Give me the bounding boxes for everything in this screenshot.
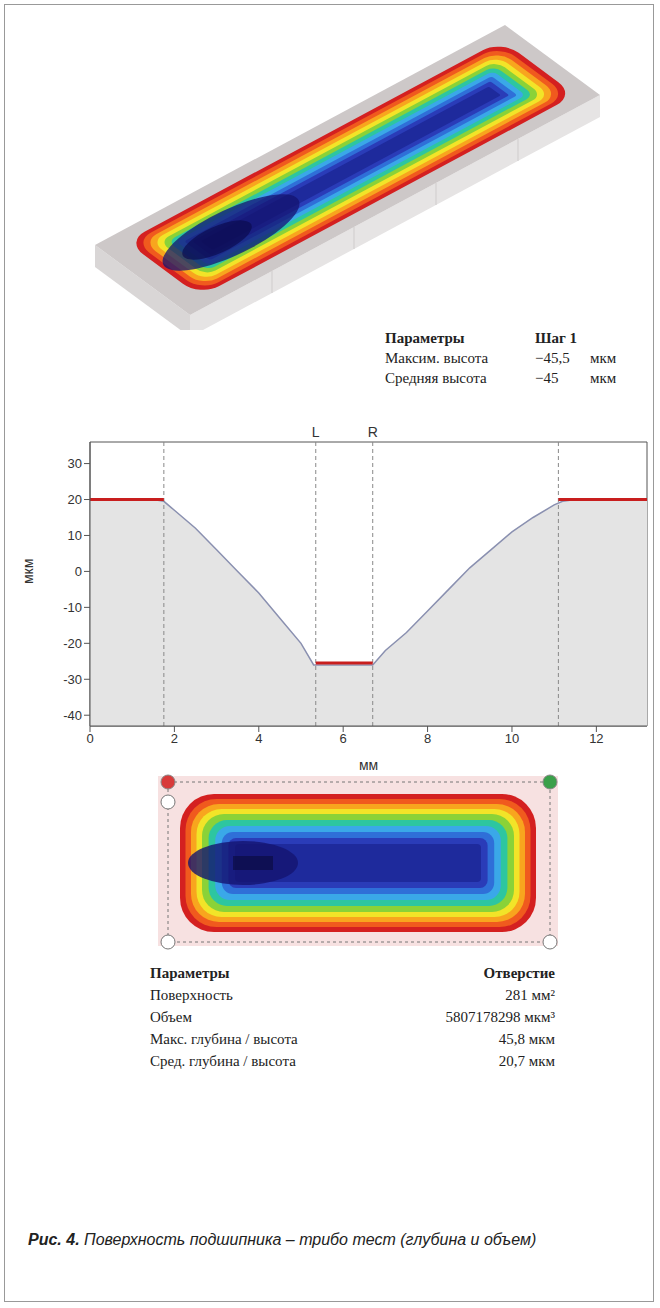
- svg-text:30: 30: [68, 456, 82, 471]
- html-text:20,7 мкм: 20,7 мкм: [498, 1053, 555, 1069]
- svg-text:6: 6: [340, 731, 347, 746]
- svg-text:-30: -30: [63, 672, 82, 687]
- html-text:281 мм²: 281 мм²: [505, 987, 555, 1003]
- svg-text:мкм: мкм: [20, 559, 36, 584]
- svg-text:R: R: [368, 424, 378, 440]
- html-text:45,8 мкм: 45,8 мкм: [498, 1031, 555, 1047]
- svg-text:-20: -20: [63, 636, 82, 651]
- svg-text:0: 0: [75, 564, 82, 579]
- html-text:Объем: Объем: [150, 1009, 192, 1025]
- html-text:Отверстие: Отверстие: [483, 965, 555, 981]
- html-text:Максим. высота: Максим. высота: [385, 350, 489, 366]
- svg-text:20: 20: [68, 492, 82, 507]
- svg-text:-10: -10: [63, 600, 82, 615]
- html-text:−45: −45: [535, 370, 559, 386]
- svg-text:8: 8: [424, 731, 431, 746]
- html-text:мкм: мкм: [590, 350, 617, 366]
- svg-text:10: 10: [68, 528, 82, 543]
- svg-text:мм: мм: [359, 757, 378, 773]
- html-text:Параметры: Параметры: [385, 330, 465, 346]
- svg-text:L: L: [312, 424, 320, 440]
- html-text:Сред. глубина / высота: Сред. глубина / высота: [150, 1053, 296, 1069]
- svg-text:10: 10: [505, 731, 519, 746]
- html-text:−45,5: −45,5: [535, 350, 570, 366]
- html-text:Средняя высота: Средняя высота: [385, 370, 487, 386]
- svg-text:-40: -40: [63, 708, 82, 723]
- svg-text:12: 12: [589, 731, 603, 746]
- svg-text:4: 4: [255, 731, 262, 746]
- html-text:Параметры: Параметры: [150, 965, 230, 981]
- html-text:мкм: мкм: [590, 370, 617, 386]
- html-text:Шаг 1: Шаг 1: [535, 330, 577, 346]
- html-text:Поверхность: Поверхность: [150, 987, 233, 1003]
- html-text:Рис. 4. Поверхность подшипника: Рис. 4. Поверхность подшипника – трибо т…: [28, 1231, 537, 1248]
- html-text:5807178298 мкм³: 5807178298 мкм³: [445, 1009, 555, 1025]
- html-text:Макс. глубина / высота: Макс. глубина / высота: [150, 1031, 298, 1047]
- svg-text:0: 0: [86, 731, 93, 746]
- svg-text:2: 2: [171, 731, 178, 746]
